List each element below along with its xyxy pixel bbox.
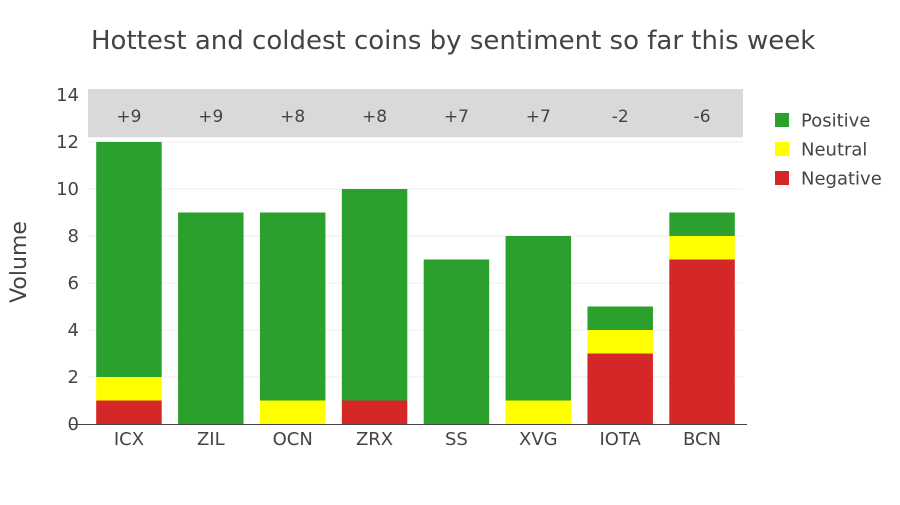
x-tick-label-ocn: OCN (273, 429, 313, 450)
x-tick-label-zrx: ZRX (356, 429, 393, 450)
y-tick-label: 2 (68, 367, 79, 388)
y-tick-label: 12 (56, 132, 79, 153)
plot-area: 0 2 4 6 8 10 12 14 ICX ZIL OCN ZRX SS XVG IOTA BCN +9 +9 +… (56, 85, 747, 450)
bar-neutral-xvg (505, 400, 572, 424)
x-tick-label-icx: ICX (114, 429, 144, 450)
y-tick-label: 10 (56, 179, 79, 200)
legend: Positive Neutral Negative (775, 111, 882, 190)
bar-negative-iota (587, 353, 653, 424)
score-label-bcn: -6 (694, 107, 711, 127)
x-tick-label-bcn: BCN (683, 429, 721, 450)
score-label-zrx: +8 (362, 107, 387, 127)
legend-label-positive: Positive (801, 111, 870, 132)
bar-positive-iota (587, 306, 653, 330)
score-label-zil: +9 (198, 107, 223, 127)
bar-neutral-icx (96, 377, 162, 401)
bar-positive-bcn (669, 212, 735, 236)
legend-swatch-positive (775, 113, 789, 127)
score-label-xvg: +7 (526, 107, 551, 127)
bar-negative-icx (96, 400, 162, 424)
x-tick-label-iota: IOTA (599, 429, 641, 450)
bar-positive-ss (423, 259, 490, 424)
y-tick-label: 8 (68, 226, 79, 247)
bar-neutral-ocn (259, 400, 326, 424)
bar-negative-zrx (341, 400, 408, 424)
x-tick-label-xvg: XVG (519, 429, 558, 450)
y-tick-label: 4 (68, 320, 79, 341)
legend-swatch-negative (775, 171, 789, 185)
score-band (88, 89, 743, 138)
chart-title: Hottest and coldest coins by sentiment s… (91, 26, 815, 56)
bar-positive-ocn (259, 212, 326, 401)
score-label-ss: +7 (444, 107, 469, 127)
bar-positive-icx (96, 142, 162, 377)
y-tick-label: 14 (56, 85, 79, 106)
score-label-iota: -2 (612, 107, 629, 127)
x-tick-label-ss: SS (445, 429, 468, 450)
y-tick-label: 0 (68, 414, 79, 435)
bar-neutral-iota (587, 330, 653, 354)
x-tick-label-zil: ZIL (197, 429, 225, 450)
legend-label-negative: Negative (801, 169, 882, 190)
y-axis-label: Volume (7, 221, 32, 303)
bar-positive-xvg (505, 236, 572, 401)
bar-neutral-bcn (669, 236, 735, 260)
score-label-icx: +9 (116, 107, 141, 127)
bar-positive-zil (178, 212, 244, 424)
legend-label-neutral: Neutral (801, 140, 867, 161)
score-label-ocn: +8 (280, 107, 305, 127)
legend-swatch-neutral (775, 142, 789, 156)
bar-positive-zrx (341, 189, 408, 401)
y-tick-label: 6 (68, 273, 79, 294)
bar-negative-bcn (669, 259, 735, 424)
